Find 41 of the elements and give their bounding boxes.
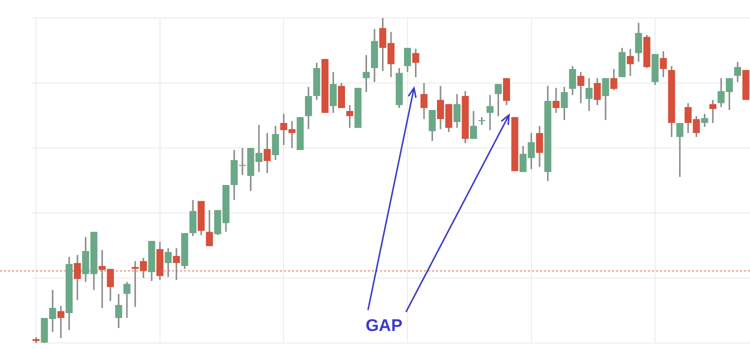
candlestick — [586, 77, 593, 112]
candlestick — [635, 22, 642, 63]
candlestick — [206, 209, 213, 247]
candlestick — [164, 247, 172, 278]
candlestick — [115, 293, 122, 329]
candlestick — [362, 54, 370, 93]
candlestick — [536, 125, 544, 168]
candlestick — [577, 71, 584, 104]
candlestick — [709, 99, 716, 124]
candlestick — [660, 50, 667, 78]
candlestick — [734, 61, 742, 83]
candlestick — [412, 48, 420, 78]
candlestick — [594, 77, 601, 106]
candlestick — [420, 82, 428, 120]
candlestick — [346, 104, 354, 129]
candlestick — [602, 77, 610, 121]
candlestick — [701, 113, 708, 128]
candlestick — [626, 48, 634, 77]
candlestick — [454, 93, 461, 129]
candlestick — [494, 83, 502, 117]
candlestick — [404, 47, 412, 73]
candlestick — [272, 125, 279, 161]
candlestick — [560, 86, 568, 121]
candlestick — [569, 65, 576, 96]
candlestick — [610, 68, 618, 91]
candlestick — [304, 86, 312, 130]
annotation: GAP — [366, 316, 402, 336]
candlestick — [428, 109, 436, 142]
candlestick — [503, 77, 510, 106]
candlestick — [74, 254, 81, 301]
candlestick — [264, 132, 271, 174]
candlestick — [486, 94, 494, 131]
candlestick — [330, 71, 337, 114]
candlestick — [338, 82, 345, 109]
candlestick — [676, 122, 684, 178]
candlestick — [552, 87, 560, 114]
candlestick — [123, 281, 130, 319]
candlestick — [189, 199, 196, 237]
candlestick — [57, 305, 64, 339]
candlestick — [470, 110, 478, 140]
candlestick — [172, 247, 180, 281]
